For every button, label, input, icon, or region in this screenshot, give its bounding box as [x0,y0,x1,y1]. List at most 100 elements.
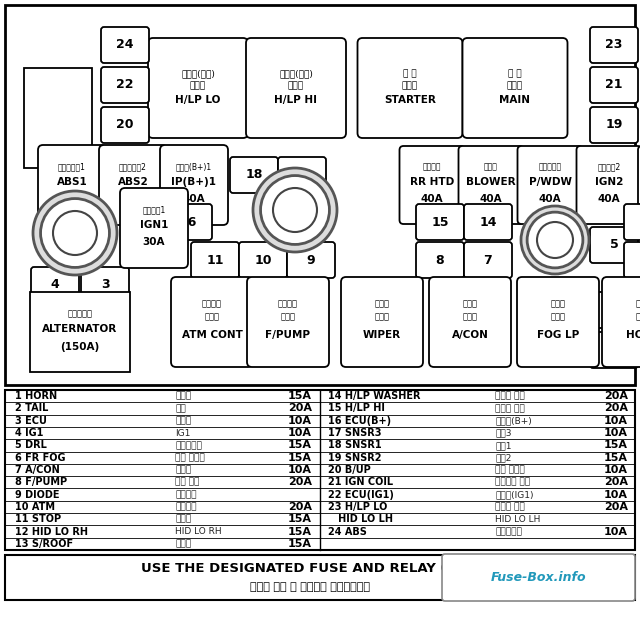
Text: 40A: 40A [598,194,620,204]
FancyBboxPatch shape [81,267,129,303]
FancyBboxPatch shape [590,107,638,143]
Text: IGN2: IGN2 [595,177,623,187]
Circle shape [33,191,117,275]
FancyBboxPatch shape [101,27,149,63]
Text: 블로워: 블로워 [484,163,498,171]
Text: 15A: 15A [288,527,312,537]
Text: 20A: 20A [122,194,144,204]
Text: 안개등: 안개등 [550,299,566,309]
Text: 21: 21 [605,79,623,91]
Text: Fuse-Box.info: Fuse-Box.info [491,571,586,584]
Text: 15A: 15A [288,391,312,401]
FancyBboxPatch shape [458,146,524,224]
Text: 센씔3: 센씔3 [495,428,511,438]
Text: 8: 8 [436,253,444,266]
FancyBboxPatch shape [38,145,106,225]
Text: 10: 10 [254,253,272,266]
Text: 20A: 20A [604,502,628,512]
FancyBboxPatch shape [624,204,640,240]
Text: 5 DRL: 5 DRL [15,440,47,450]
Text: 후진 스위치: 후진 스위치 [495,466,525,474]
Text: RR HTD: RR HTD [410,177,454,187]
Text: 7: 7 [484,253,492,266]
FancyBboxPatch shape [590,27,638,63]
Text: 알터나이터: 알터나이터 [67,309,93,319]
Text: HID LO LH: HID LO LH [495,515,540,524]
Text: 전방 안개등: 전방 안개등 [175,453,205,462]
Text: 이씨유(B+)1: 이씨유(B+)1 [176,163,212,171]
Text: HID LO RH: HID LO RH [175,527,221,536]
Text: 20A: 20A [288,502,312,512]
FancyBboxPatch shape [590,227,638,263]
Text: 24 ABS: 24 ABS [328,527,367,537]
Text: 릴레이: 릴레이 [288,81,304,91]
FancyBboxPatch shape [416,204,464,240]
Bar [24,68,92,168]
Bar [30,292,130,372]
Circle shape [273,188,317,232]
Text: 이씨유: 이씨유 [175,416,191,425]
FancyBboxPatch shape [590,67,638,103]
Circle shape [253,168,337,252]
Text: 15A: 15A [288,514,312,524]
Text: 2 TAIL: 2 TAIL [15,403,49,413]
Text: F/PUMP: F/PUMP [266,330,310,340]
FancyBboxPatch shape [464,204,512,240]
Text: 릴레이: 릴레이 [636,312,640,321]
Text: 40A: 40A [420,194,444,204]
Text: A/CON: A/CON [452,330,488,340]
Text: (150A): (150A) [60,342,100,352]
Circle shape [527,212,583,268]
Text: 릴레이: 릴레이 [463,312,477,321]
FancyBboxPatch shape [463,38,568,138]
Text: 에어콘: 에어콘 [463,299,477,309]
Text: 이씨유(IG1): 이씨유(IG1) [495,490,534,499]
Bar [5,555,635,600]
Text: 20A: 20A [288,403,312,413]
FancyBboxPatch shape [31,267,79,303]
Text: 전조등 하이: 전조등 하이 [495,404,525,413]
Text: 19: 19 [605,118,623,132]
Circle shape [260,176,330,244]
Text: 경음기: 경음기 [175,392,191,401]
Text: 10A: 10A [604,490,628,500]
FancyBboxPatch shape [120,188,188,268]
Text: 12 HID LO RH: 12 HID LO RH [15,527,88,537]
FancyBboxPatch shape [416,242,464,278]
Text: 릴레이: 릴레이 [550,312,566,321]
Text: 15A: 15A [288,539,312,549]
FancyBboxPatch shape [590,187,638,223]
FancyBboxPatch shape [517,277,599,367]
Text: 22: 22 [116,79,134,91]
Text: 20: 20 [116,118,134,132]
Text: 1: 1 [610,343,618,357]
Text: 10A: 10A [604,428,628,438]
FancyBboxPatch shape [239,242,287,278]
Text: ATM CONT: ATM CONT [182,330,243,340]
FancyBboxPatch shape [464,242,512,278]
Text: 릴레이: 릴레이 [507,81,523,91]
FancyBboxPatch shape [399,146,465,224]
Text: 11: 11 [206,253,224,266]
Text: 이그니앸2: 이그니앸2 [597,163,621,171]
Text: ALTERNATOR: ALTERNATOR [42,324,118,334]
Text: HORN: HORN [626,330,640,340]
FancyBboxPatch shape [590,332,638,368]
Text: 14 H/LP WASHER: 14 H/LP WASHER [328,391,420,401]
Text: 선루프: 선루프 [175,539,191,548]
Text: 전조등 와셔: 전조등 와셔 [495,392,525,401]
Text: 3 ECU: 3 ECU [15,416,47,426]
Text: 릴레이: 릴레이 [190,81,206,91]
Text: 7 A/CON: 7 A/CON [15,465,60,475]
Text: IGN1: IGN1 [140,220,168,230]
Text: 9 DIODE: 9 DIODE [15,490,60,500]
Text: 10A: 10A [604,465,628,475]
Text: 에이비에스1: 에이비에스1 [58,163,86,171]
Text: 15: 15 [431,215,449,229]
Text: 22 ECU(IG1): 22 ECU(IG1) [328,490,394,500]
Text: 15A: 15A [288,453,312,462]
Text: FOG LP: FOG LP [537,330,579,340]
FancyBboxPatch shape [429,277,511,367]
Text: 21 IGN COIL: 21 IGN COIL [328,478,393,488]
Text: MAIN: MAIN [499,95,531,105]
